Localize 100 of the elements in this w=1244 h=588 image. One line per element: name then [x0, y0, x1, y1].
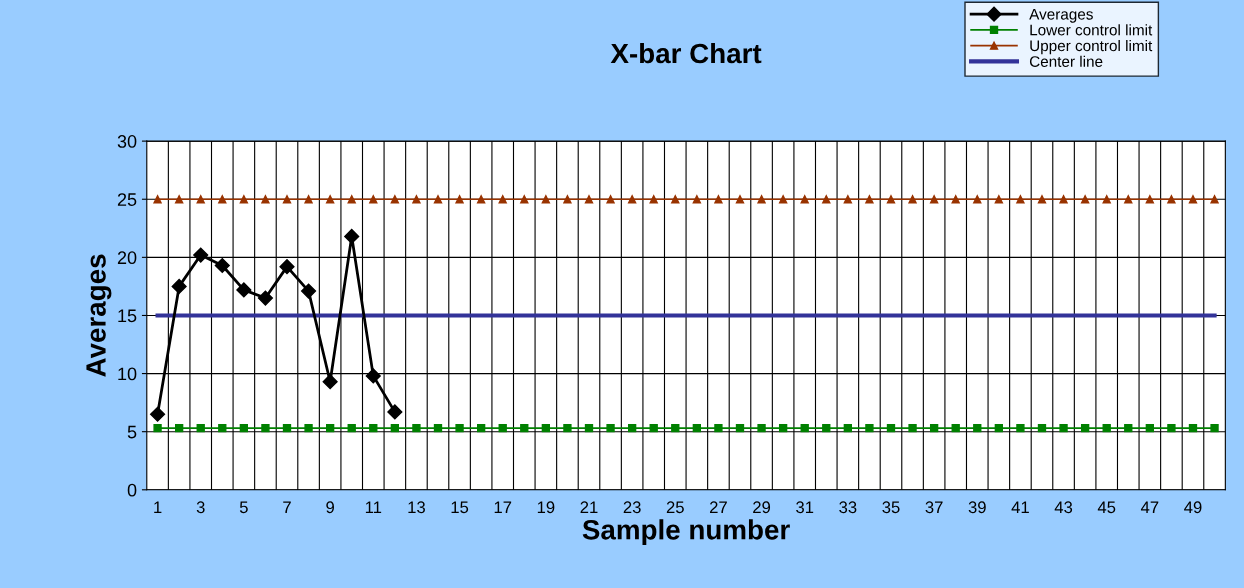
- x-tick-label: 39: [968, 501, 986, 514]
- point: [778, 424, 788, 433]
- point: [735, 424, 745, 433]
- point: [174, 195, 184, 204]
- point: [369, 424, 378, 433]
- point: [541, 195, 551, 204]
- y-axis-title: Averages: [86, 254, 112, 377]
- legend-label: Center line: [1029, 55, 1103, 67]
- point: [1145, 424, 1155, 433]
- point: [822, 424, 831, 433]
- point: [150, 406, 166, 422]
- point: [282, 195, 292, 204]
- point: [347, 195, 356, 204]
- point: [218, 195, 227, 204]
- point: [412, 195, 421, 204]
- point: [843, 195, 853, 204]
- point: [153, 195, 162, 204]
- point: [800, 195, 809, 204]
- x-axis-title: Sample number: [582, 519, 790, 546]
- point: [455, 195, 464, 204]
- point: [325, 424, 335, 433]
- point: [1080, 424, 1090, 433]
- x-tick-label: 25: [666, 501, 684, 514]
- point: [563, 195, 572, 204]
- point: [1124, 424, 1133, 433]
- y-tick-label: 15: [118, 309, 137, 323]
- point: [606, 424, 615, 433]
- point: [214, 257, 230, 274]
- point: [257, 290, 274, 306]
- legend-label: Upper control limit: [1030, 39, 1153, 55]
- point: [218, 424, 227, 433]
- point: [390, 424, 400, 433]
- x-tick-label: 49: [1184, 501, 1202, 514]
- point: [584, 424, 594, 433]
- point: [1080, 195, 1090, 204]
- point: [1145, 195, 1155, 204]
- y-tick-label: 30: [117, 135, 137, 148]
- point: [301, 283, 317, 299]
- x-tick-label: 35: [882, 501, 900, 514]
- x-tick-label: 3: [196, 501, 205, 514]
- point: [929, 424, 939, 433]
- point: [476, 195, 486, 204]
- x-tick-label: 43: [1054, 501, 1073, 514]
- point: [649, 195, 658, 204]
- point: [1037, 424, 1047, 433]
- point: [1102, 195, 1111, 204]
- point: [973, 195, 982, 204]
- point: [412, 424, 421, 433]
- point: [865, 195, 874, 204]
- point: [279, 259, 295, 275]
- x-tick-label: 7: [283, 501, 291, 513]
- point: [757, 424, 766, 433]
- y-tick-label: 20: [117, 251, 137, 265]
- point: [541, 424, 551, 433]
- x-tick-label: 11: [365, 501, 382, 513]
- point: [563, 424, 572, 433]
- point: [261, 195, 270, 204]
- point: [951, 195, 960, 204]
- point: [778, 195, 788, 204]
- x-tick-label: 47: [1140, 501, 1159, 513]
- point: [627, 424, 637, 433]
- point: [735, 195, 745, 204]
- point: [714, 424, 723, 433]
- point: [236, 282, 252, 298]
- y-tick-label: 5: [127, 425, 137, 439]
- x-tick-label: 27: [709, 501, 727, 513]
- point: [282, 424, 292, 433]
- point: [498, 424, 507, 433]
- x-tick-label: 13: [408, 501, 425, 514]
- x-tick-label: 29: [753, 501, 771, 514]
- point: [692, 195, 702, 204]
- point: [171, 278, 187, 294]
- point: [606, 195, 615, 204]
- point: [865, 424, 874, 433]
- x-tick-label: 37: [925, 501, 943, 514]
- point: [822, 195, 831, 204]
- point: [365, 368, 381, 384]
- point: [1059, 195, 1068, 204]
- x-tick-label: 31: [796, 501, 814, 514]
- point: [908, 424, 917, 433]
- point: [261, 424, 270, 433]
- point: [714, 195, 723, 204]
- point: [433, 195, 443, 204]
- point: [174, 424, 184, 433]
- legend-label: Lower control limit: [1030, 24, 1153, 36]
- x-tick-label: 45: [1097, 501, 1116, 514]
- point: [973, 424, 982, 433]
- point: [433, 424, 443, 433]
- x-tick-label: 15: [451, 501, 469, 514]
- point: [325, 195, 335, 204]
- point: [1210, 424, 1219, 433]
- point: [1124, 195, 1133, 204]
- x-tick-label: 9: [326, 501, 334, 514]
- point: [886, 195, 896, 204]
- point: [1059, 424, 1068, 433]
- point: [344, 228, 360, 244]
- point: [476, 424, 486, 433]
- point: [1102, 424, 1111, 433]
- x-tick-label: 17: [494, 501, 512, 513]
- point: [239, 424, 249, 433]
